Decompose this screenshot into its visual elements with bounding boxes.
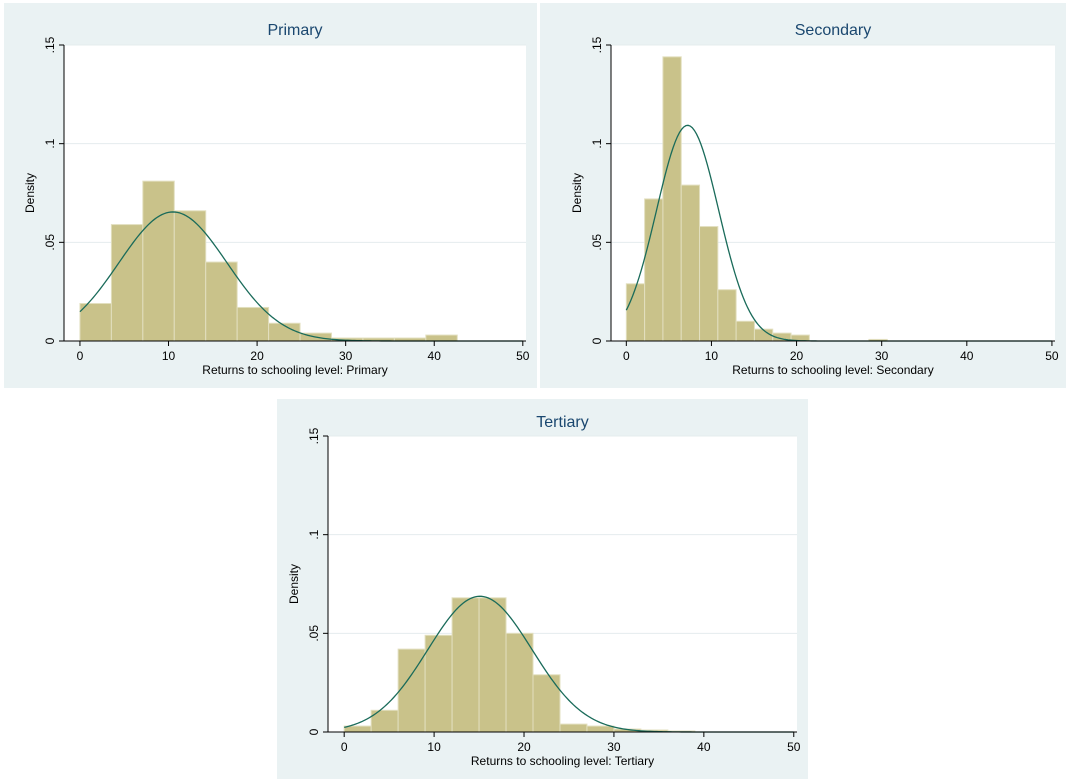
x-tick-label-secondary-3: 30 bbox=[875, 349, 889, 363]
x-tick-label-secondary-4: 40 bbox=[960, 349, 974, 363]
chart-title-primary: Primary bbox=[267, 22, 322, 39]
x-axis-label-primary: Returns to schooling level: Primary bbox=[202, 363, 387, 377]
bar-primary-1 bbox=[110, 224, 144, 342]
x-tick-label-primary-1: 10 bbox=[162, 349, 176, 363]
x-tick-label-secondary-0: 0 bbox=[623, 349, 630, 363]
y-tick-label-tertiary-1: .05 bbox=[307, 625, 321, 642]
bar-primary-2 bbox=[142, 180, 175, 342]
x-tick-label-primary-4: 40 bbox=[428, 349, 442, 363]
bar-primary-0 bbox=[79, 303, 112, 342]
y-tick-label-tertiary-3: .15 bbox=[307, 427, 321, 444]
panel-primary: 0 10 20 30 40 50 0 .05 .1 .15 Primary Returns to sc… bbox=[4, 3, 537, 388]
bar-primary-11 bbox=[425, 334, 458, 342]
x-tick-label-primary-3: 30 bbox=[339, 349, 353, 363]
x-tick-label-primary-0: 0 bbox=[77, 349, 84, 363]
histogram-primary: 0 10 20 30 40 50 0 .05 .1 .15 Primary Returns to sc… bbox=[23, 22, 530, 377]
bar-tertiary-6 bbox=[505, 632, 534, 733]
bar-tertiary-7 bbox=[532, 674, 561, 733]
bar-secondary-5 bbox=[717, 289, 737, 342]
bar-tertiary-3 bbox=[424, 634, 453, 733]
x-axis-label-tertiary: Returns to schooling level: Tertiary bbox=[471, 754, 654, 768]
bar-secondary-6 bbox=[735, 320, 755, 342]
y-tick-label-tertiary-2: .1 bbox=[307, 529, 321, 539]
y-tick-label-primary-0: 0 bbox=[43, 337, 57, 344]
y-axis-label-tertiary: Density bbox=[287, 564, 301, 604]
chart-title-secondary: Secondary bbox=[795, 22, 872, 39]
bar-secondary-4 bbox=[699, 226, 719, 342]
y-axis-label-secondary: Density bbox=[570, 173, 584, 213]
x-tick-label-tertiary-5: 50 bbox=[787, 740, 801, 754]
y-tick-label-secondary-2: .1 bbox=[590, 138, 604, 148]
x-tick-label-secondary-1: 10 bbox=[705, 349, 719, 363]
x-tick-label-tertiary-1: 10 bbox=[427, 740, 441, 754]
bar-primary-4 bbox=[205, 261, 238, 342]
bar-secondary-3 bbox=[680, 184, 701, 342]
x-tick-label-tertiary-4: 40 bbox=[697, 740, 711, 754]
x-tick-label-primary-2: 20 bbox=[250, 349, 264, 363]
panel-secondary: 0 10 20 30 40 50 0 .05 .1 .15 Secondary Returns to … bbox=[540, 3, 1066, 388]
bar-primary-5 bbox=[236, 306, 270, 342]
x-tick-label-tertiary-3: 30 bbox=[607, 740, 621, 754]
panel-tertiary: 0 10 20 30 40 50 0 .05 .1 .15 Tertiary Returns to s… bbox=[277, 399, 808, 779]
bar-secondary-2 bbox=[662, 56, 682, 342]
bar-tertiary-2 bbox=[397, 648, 426, 733]
x-tick-label-primary-5: 50 bbox=[516, 349, 530, 363]
bar-primary-3 bbox=[173, 210, 207, 342]
y-tick-label-secondary-3: .15 bbox=[590, 36, 604, 53]
bar-tertiary-5 bbox=[478, 597, 507, 733]
bar-tertiary-9 bbox=[586, 725, 615, 733]
histogram-tertiary: 0 10 20 30 40 50 0 .05 .1 .15 Tertiary Returns to s… bbox=[287, 414, 801, 768]
y-axis-label-primary: Density bbox=[23, 173, 37, 213]
bar-tertiary-8 bbox=[559, 723, 588, 733]
bar-secondary-0 bbox=[625, 283, 646, 342]
histogram-secondary: 0 10 20 30 40 50 0 .05 .1 .15 Secondary Returns to … bbox=[570, 22, 1059, 377]
y-tick-label-tertiary-0: 0 bbox=[307, 728, 321, 735]
bar-tertiary-4 bbox=[451, 597, 480, 733]
y-tick-label-secondary-0: 0 bbox=[590, 337, 604, 344]
x-axis-label-secondary: Returns to schooling level: Secondary bbox=[732, 363, 933, 377]
y-tick-label-secondary-1: .05 bbox=[590, 234, 604, 251]
y-tick-label-primary-1: .05 bbox=[43, 234, 57, 251]
x-tick-label-secondary-5: 50 bbox=[1045, 349, 1059, 363]
x-tick-label-secondary-2: 20 bbox=[790, 349, 804, 363]
y-tick-label-primary-2: .1 bbox=[43, 138, 57, 148]
x-tick-label-tertiary-0: 0 bbox=[341, 740, 348, 754]
x-tick-label-tertiary-2: 20 bbox=[517, 740, 531, 754]
y-tick-label-primary-3: .15 bbox=[43, 36, 57, 53]
chart-title-tertiary: Tertiary bbox=[536, 414, 588, 431]
